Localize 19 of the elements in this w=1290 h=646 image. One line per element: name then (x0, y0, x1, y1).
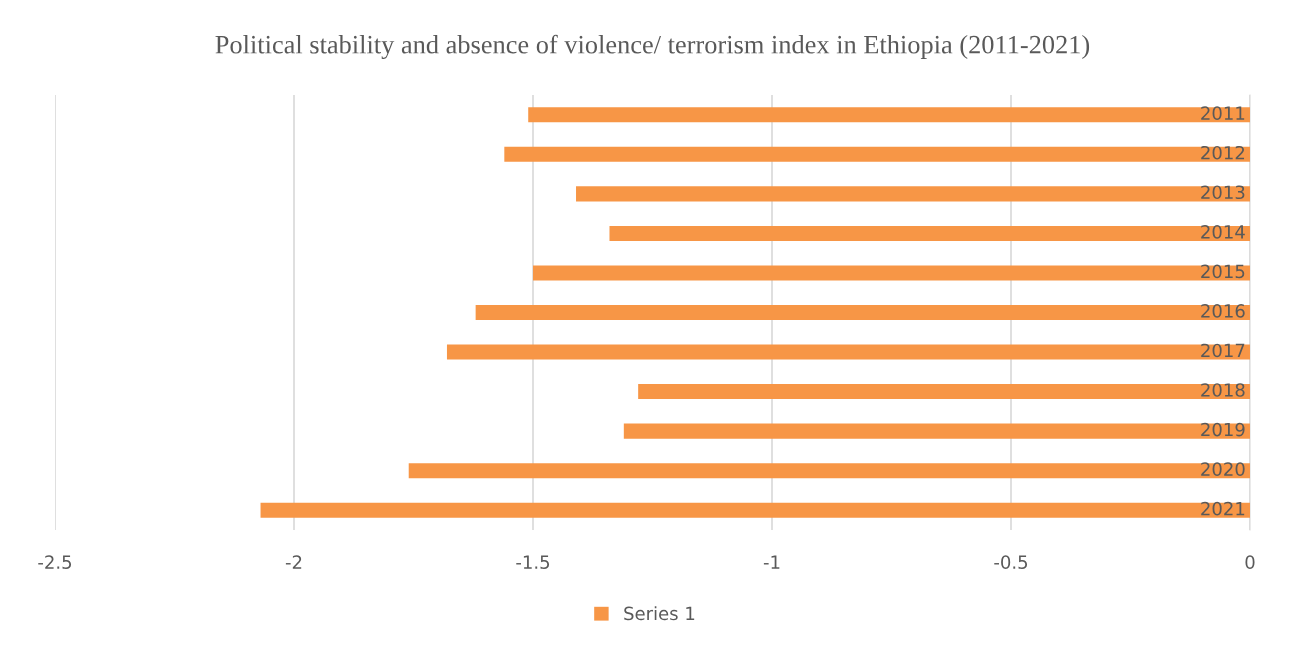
y-tick-label: 2012 (1201, 145, 1245, 160)
y-tick-label: 2014 (1201, 224, 1245, 239)
x-tick-label: -1 (763, 555, 780, 569)
y-tick-label: 2017 (1201, 343, 1245, 358)
x-tick-label: -2.5 (38, 555, 72, 569)
y-tick-label: 2016 (1201, 304, 1245, 318)
chart-title: Political stability and absence of violence/ terrorism index in Ethiopia (2011-2021) (215, 34, 1090, 60)
y-tick-label: 2015 (1201, 264, 1245, 279)
y-tick-label: 2020 (1201, 462, 1245, 476)
legend-label: Series 1 (624, 606, 695, 621)
y-tick-label: 2019 (1201, 422, 1245, 437)
y-tick-label: 2013 (1201, 185, 1245, 200)
y-tick-label: 2011 (1201, 106, 1245, 121)
x-tick-label: -2 (285, 555, 302, 569)
x-tick-label: -0.5 (994, 555, 1028, 569)
y-tick-label: 2018 (1201, 383, 1245, 397)
x-tick-label: -1.5 (516, 555, 550, 569)
y-tick-label: 2021 (1201, 501, 1245, 516)
x-tick-label: 0 (1245, 555, 1255, 569)
